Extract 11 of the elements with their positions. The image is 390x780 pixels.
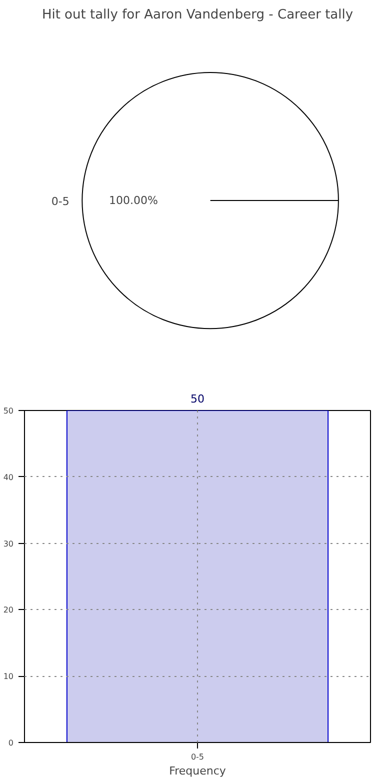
slice-label: 0-5 [51,195,70,208]
y-tick-label: 30 [3,539,14,548]
x-axis-title: Frequency [169,764,226,778]
data-label: 100.00% [108,194,158,208]
y-tick-label: 20 [3,606,14,615]
chart-title: Hit out tally for Aaron Vandenberg - Career tally [42,8,354,22]
y-tick-label: 10 [3,672,14,682]
data-label: 50 [190,392,204,406]
y-tick-label: 40 [3,472,14,482]
y-tick-label: 50 [3,406,14,416]
y-tick-label: 0 [8,738,14,748]
